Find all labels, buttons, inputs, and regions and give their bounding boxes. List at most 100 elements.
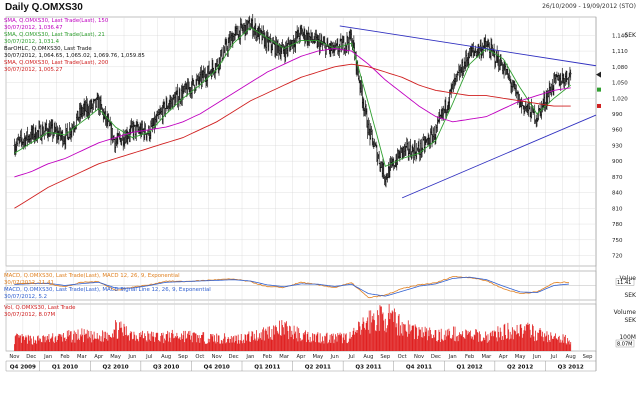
price-tick-label: 780 — [612, 222, 623, 228]
month-label: Jun — [127, 354, 136, 360]
date-range: 26/10/2009 - 19/09/2012 (STO) — [542, 3, 636, 10]
quarter-label: Q2 2012 — [507, 365, 533, 371]
month-label: Mar — [279, 354, 290, 360]
macd-unit-bottom: SEK — [624, 292, 636, 299]
price-tick-label: 810 — [612, 206, 623, 212]
legend-entry: MACD, Q.OMXS30, Last Trade(Last), MACD 1… — [4, 273, 180, 279]
month-label: Apr — [499, 354, 509, 360]
price-tick-label: 1,110 — [612, 49, 628, 55]
month-label: Dec — [229, 354, 239, 360]
legend-entry: BarOHLC, Q.OMXS30, Last Trade — [4, 46, 92, 52]
quarter-label: Q1 2010 — [52, 365, 78, 371]
quarter-label: Q4 2011 — [406, 365, 432, 371]
month-label: Jun — [532, 354, 541, 360]
sma200-line — [14, 63, 571, 209]
month-label: Apr — [94, 354, 104, 360]
month-label: Nov — [414, 354, 424, 360]
legend-entry: Vol, Q.OMXS30, Last Trade — [4, 305, 76, 311]
month-label: Oct — [398, 354, 407, 360]
legend-entry: SMA, Q.OMXS30, Last Trade(Last), 150 — [4, 18, 109, 24]
month-label: Nov — [9, 354, 19, 360]
quarter-label: Q3 2011 — [355, 365, 381, 371]
month-label: May — [515, 354, 526, 360]
month-label: Mar — [482, 354, 493, 360]
sma200-marker — [597, 103, 601, 108]
macd-unit-top: Value — [619, 275, 636, 282]
legend-entry: 30/07/2012, 8.07M — [4, 312, 56, 318]
quarter-label: Q4 2009 — [10, 365, 36, 371]
month-label: May — [312, 354, 323, 360]
quarter-label: Q4 2010 — [204, 365, 230, 371]
upper-trendline — [339, 25, 597, 67]
price-tick-label: 960 — [612, 128, 623, 134]
month-label: Jan — [43, 354, 52, 360]
price-tick-label: 750 — [612, 238, 623, 244]
macd-last-box — [615, 278, 635, 286]
price-tick-label: 840 — [612, 191, 623, 197]
month-label: Oct — [195, 354, 204, 360]
legend-entry: SMA, Q.OMXS30, Last Trade(Last), 21 — [4, 32, 105, 38]
sma21-line — [14, 26, 571, 168]
volume-unit-bottom: SEK — [624, 317, 636, 324]
macd-signal-line — [14, 276, 570, 297]
quarter-label: Q3 2012 — [558, 365, 584, 371]
volume-bars — [14, 304, 572, 351]
price-tick-label: 870 — [612, 175, 623, 181]
volume-last-box — [615, 339, 635, 348]
legend-entry: 30/07/2012, 1,005.27 — [4, 67, 63, 73]
price-tick-label: 1,080 — [612, 65, 628, 71]
chart-title: Daily Q.OMXS30 — [5, 2, 83, 13]
macd-last-value: 11.41 — [617, 280, 631, 286]
volume-tick-100m: 100M — [619, 334, 636, 341]
month-label: Sep — [583, 354, 593, 360]
month-label: Sep — [380, 354, 390, 360]
month-label: Aug — [566, 354, 576, 360]
month-label: Jul — [145, 354, 152, 360]
price-tick-label: 930 — [612, 143, 623, 149]
price-tick-label: 1,050 — [612, 81, 628, 87]
last-price-marker — [596, 71, 601, 78]
legend-entry: 30/07/2012, 11.41 — [4, 280, 54, 286]
month-label: Jan — [448, 354, 457, 360]
month-label: Feb — [60, 354, 70, 360]
month-label: Feb — [465, 354, 475, 360]
month-label: Nov — [212, 354, 222, 360]
sma150-line — [14, 48, 571, 178]
quarter-label: Q3 2010 — [153, 365, 179, 371]
month-label: Sep — [178, 354, 188, 360]
sma21-marker — [597, 87, 601, 92]
month-label: Aug — [161, 354, 171, 360]
month-label: Mar — [77, 354, 88, 360]
quarter-label: Q2 2011 — [305, 365, 331, 371]
price-tick-label: 720 — [612, 254, 623, 260]
month-label: May — [110, 354, 121, 360]
month-label: Jul — [347, 354, 354, 360]
lower-trendline — [401, 114, 597, 199]
price-tick-label: 1,140 — [612, 33, 628, 39]
month-label: Dec — [26, 354, 36, 360]
quarter-label: Q1 2011 — [254, 365, 280, 371]
legend-entry: 30/07/2012, 1,064.65, 1,065.02, 1,069.76… — [4, 53, 145, 59]
quarter-label: Q1 2012 — [456, 365, 482, 371]
volume-unit-top: Volume — [613, 309, 636, 316]
volume-last-value: 8.07M — [617, 342, 632, 348]
price-tick-label: 990 — [612, 112, 623, 118]
price-bars — [13, 13, 572, 188]
month-label: Jul — [550, 354, 557, 360]
price-tick-label: 900 — [612, 159, 623, 165]
legend-entry: MACD, Q.OMXS30, Last Trade(Last), MACD S… — [4, 287, 211, 293]
legend-entry: SMA, Q.OMXS30, Last Trade(Last), 200 — [4, 60, 109, 66]
price-tick-label: 1,020 — [612, 96, 628, 102]
legend-entry: 30/07/2012, 1,036.47 — [4, 25, 63, 31]
legend-entry: 30/07/2012, 5.2 — [4, 294, 48, 300]
month-label: Apr — [297, 354, 307, 360]
month-label: Aug — [363, 354, 373, 360]
price-unit: SEK — [624, 32, 636, 39]
quarter-label: Q2 2010 — [102, 365, 128, 371]
month-label: Dec — [431, 354, 441, 360]
month-label: Jan — [245, 354, 254, 360]
month-label: Feb — [263, 354, 273, 360]
legend-entry: 30/07/2012, 1,031.4 — [4, 39, 60, 45]
